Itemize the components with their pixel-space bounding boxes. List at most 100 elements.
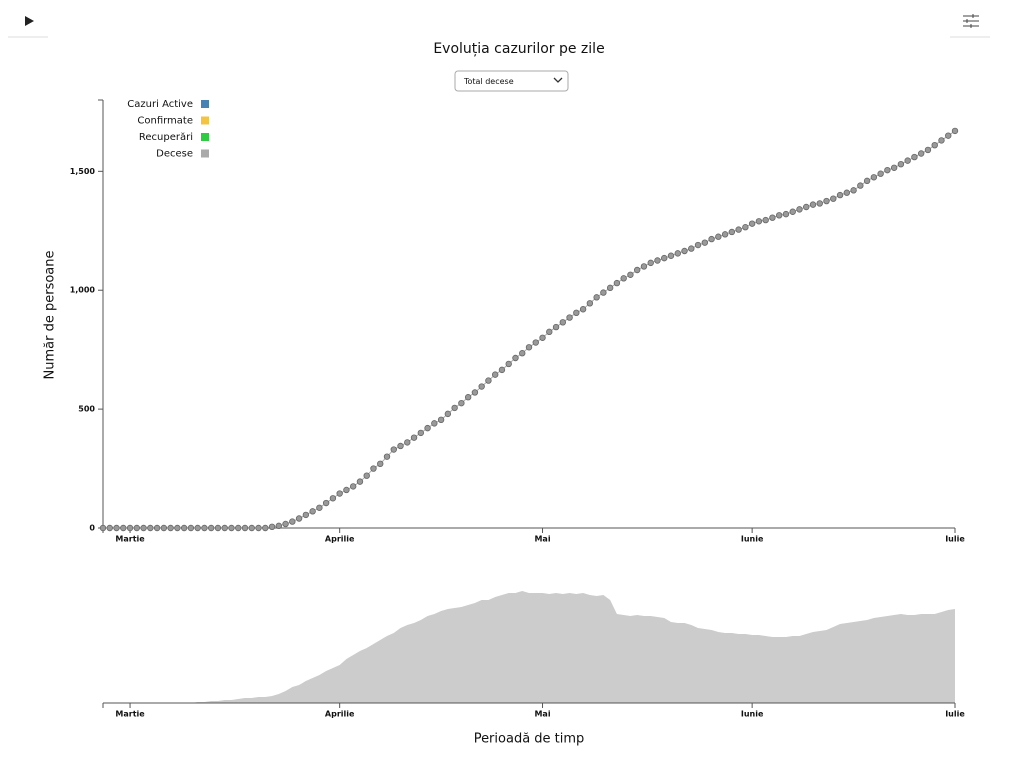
data-point <box>701 239 709 246</box>
data-point <box>803 203 810 211</box>
x-tick-label: Iulie <box>945 535 965 544</box>
data-point <box>789 208 796 215</box>
data-point <box>120 524 127 532</box>
legend-label: Recuperări <box>139 132 193 143</box>
data-point <box>444 410 452 418</box>
data-point <box>525 344 533 351</box>
x-tick-label: Mai <box>534 535 550 544</box>
x-tick-label: Iulie <box>945 710 965 719</box>
data-point <box>451 404 458 412</box>
data-point <box>573 309 580 317</box>
data-point <box>640 263 648 270</box>
data-point <box>255 524 262 532</box>
data-point <box>99 524 107 532</box>
data-point <box>762 216 769 224</box>
data-point <box>613 279 621 287</box>
data-point <box>478 383 485 390</box>
data-point <box>275 522 283 530</box>
legend-swatch <box>201 133 209 141</box>
data-point <box>620 275 627 282</box>
data-point <box>532 339 539 346</box>
data-point <box>349 483 357 490</box>
data-point <box>343 486 350 494</box>
data-point <box>539 334 546 341</box>
y-tick-label: 500 <box>78 405 95 414</box>
data-point <box>897 160 905 168</box>
data-point <box>566 314 573 321</box>
data-point <box>485 377 492 384</box>
data-point <box>546 328 553 336</box>
x-tick-label: Mai <box>534 710 550 719</box>
data-point <box>512 354 519 362</box>
x-tick-label: Martie <box>115 535 145 544</box>
data-point <box>593 294 600 301</box>
data-point <box>410 434 418 441</box>
data-point <box>715 233 722 240</box>
data-point <box>147 524 154 532</box>
y-tick-label: 1,000 <box>70 286 96 295</box>
data-point <box>417 429 425 437</box>
data-point <box>911 153 918 161</box>
y-axis-label: Număr de persoane <box>43 251 58 380</box>
data-point <box>491 371 499 378</box>
data-point <box>661 254 668 262</box>
data-point <box>167 524 174 532</box>
data-point <box>126 524 134 532</box>
data-point <box>830 195 837 202</box>
data-point <box>863 177 871 185</box>
data-point <box>917 150 925 157</box>
data-point <box>431 420 438 427</box>
play-button[interactable] <box>25 16 34 26</box>
data-point <box>363 472 370 479</box>
data-point <box>329 495 337 502</box>
data-point <box>282 520 289 528</box>
data-point <box>627 271 634 278</box>
data-point <box>174 524 181 532</box>
data-point <box>221 524 228 532</box>
data-point <box>836 191 844 199</box>
data-point <box>674 250 681 257</box>
data-point <box>748 220 756 227</box>
data-point <box>113 524 120 532</box>
x-tick-label: Aprilie <box>325 535 355 544</box>
x-tick-label: Martie <box>115 710 145 719</box>
dropdown[interactable] <box>454 70 569 92</box>
data-point <box>235 524 242 532</box>
data-point <box>579 306 587 313</box>
chart-title: Evoluția cazurilor pe zile <box>433 41 604 57</box>
data-point <box>322 499 330 507</box>
data-point <box>782 210 790 218</box>
data-point <box>424 424 431 432</box>
data-point <box>241 524 249 532</box>
data-point <box>647 259 654 267</box>
data-point <box>945 132 952 139</box>
data-point <box>681 247 688 255</box>
legend-label: Decese <box>156 149 193 160</box>
data-point <box>336 490 343 497</box>
data-point <box>586 300 594 307</box>
data-point <box>160 524 168 532</box>
data-point <box>877 170 884 177</box>
data-point <box>688 245 695 252</box>
data-point <box>755 218 763 225</box>
data-point <box>694 241 702 249</box>
dropdown-label: Total decese <box>463 77 514 86</box>
legend-label: Cazuri Active <box>127 99 193 110</box>
series-line <box>103 130 956 529</box>
data-point <box>823 197 830 205</box>
data-point <box>397 442 404 450</box>
data-point <box>194 524 201 532</box>
settings-button[interactable] <box>963 14 979 28</box>
data-point <box>519 350 526 357</box>
data-point <box>140 524 147 532</box>
data-point <box>356 478 364 485</box>
legend-label: Confirmate <box>137 116 193 127</box>
data-point <box>498 366 506 374</box>
legend-swatch <box>201 100 209 108</box>
data-point <box>187 524 195 532</box>
data-point <box>268 523 276 531</box>
area <box>103 591 955 703</box>
data-point <box>464 394 472 401</box>
data-point <box>214 524 222 532</box>
data-point <box>938 137 945 144</box>
